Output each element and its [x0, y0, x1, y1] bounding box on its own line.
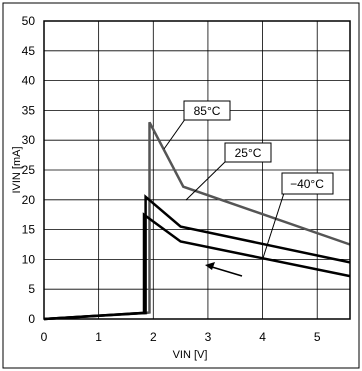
x-tick-label: 4: [259, 330, 266, 344]
y-tick-labels: 0 5 10 15 20 25 30 35 40 45 50: [22, 14, 36, 326]
direction-arrow-shaft: [211, 266, 243, 277]
label-box-25c: [224, 142, 272, 163]
label-25c: 25°C: [235, 146, 262, 160]
x-tick-label: 3: [205, 330, 212, 344]
y-tick-label: 35: [22, 103, 36, 117]
y-axis-label: IVIN [mA]: [11, 146, 23, 193]
label-box-minus40c: [281, 172, 334, 195]
label-minus40c: −40°C: [290, 177, 324, 191]
series-lines: [43, 121, 351, 321]
y-tick-label: 10: [22, 252, 36, 266]
y-tick-label: 20: [22, 193, 36, 207]
x-tick-label: 0: [41, 330, 48, 344]
y-tick-label: 0: [28, 312, 35, 326]
x-axis-label: VIN [V]: [173, 349, 208, 361]
y-tick-label: 50: [22, 14, 36, 28]
y-tick-label: 5: [28, 282, 35, 296]
leader-85c: [163, 114, 189, 150]
leader-minus40c: [262, 189, 286, 259]
label-85c: 85°C: [194, 104, 221, 118]
y-tick-label: 45: [22, 44, 36, 58]
y-tick-label: 40: [22, 74, 36, 88]
series-line-2: [43, 212, 351, 321]
x-tick-label: 2: [150, 330, 157, 344]
direction-arrow-head: [205, 262, 215, 270]
x-tick-label: 5: [314, 330, 321, 344]
y-tick-label: 25: [22, 163, 36, 177]
x-tick-label: 1: [95, 330, 102, 344]
y-tick-label: 15: [22, 223, 36, 237]
leader-25c: [185, 158, 229, 201]
plot-frame: [43, 20, 351, 320]
x-tick-labels: 0 1 2 3 4 5: [41, 330, 321, 344]
y-tick-label: 30: [22, 133, 36, 147]
label-box-85c: [183, 100, 231, 121]
